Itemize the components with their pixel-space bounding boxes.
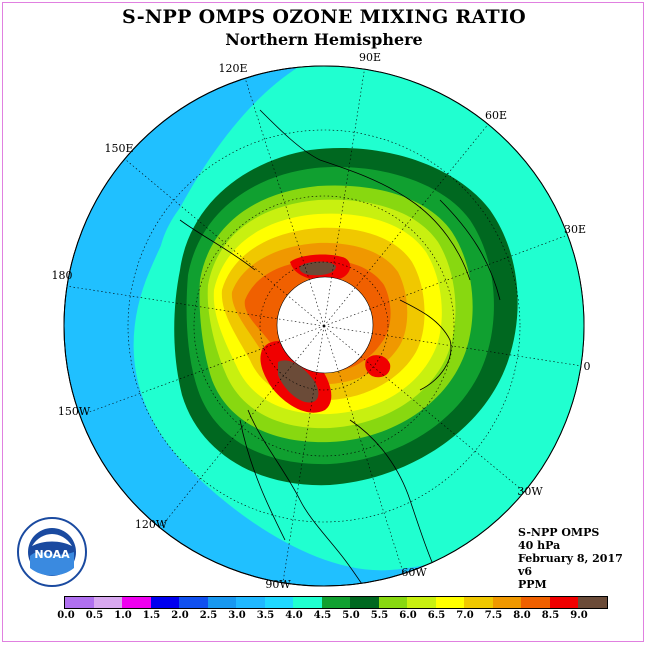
colorbar-swatch	[435, 597, 464, 608]
colorbar-tick-label: 3.0	[228, 610, 246, 621]
info-instrument: S-NPP OMPS	[518, 526, 600, 539]
map-title: S-NPP OMPS OZONE MIXING RATIO	[121, 6, 527, 28]
logo-text: NOAA	[34, 548, 70, 561]
colorbar-tick-label: 1.5	[142, 610, 161, 621]
colorbar-swatch	[350, 597, 379, 608]
colorbar-swatch	[578, 597, 607, 608]
colorbar-swatch	[264, 597, 293, 608]
graticule	[65, 66, 583, 583]
colorbar-tick-label: 6.0	[399, 610, 417, 621]
ozone-field	[65, 66, 584, 586]
noaa-logo: NOAA	[17, 517, 87, 587]
colorbar-tick-label: 8.5	[541, 610, 560, 621]
colorbar-swatch	[93, 597, 122, 608]
info-version: v6	[518, 565, 533, 578]
colorbar-swatch	[378, 597, 407, 608]
colorbar-tick-label: 4.5	[313, 610, 332, 621]
colorbar-tick-label: 7.5	[484, 610, 503, 621]
colorbar-swatch	[65, 597, 94, 608]
image-frame	[2, 2, 644, 642]
colorbar-swatch	[549, 597, 578, 608]
lon-label-60w: 60W	[401, 566, 427, 579]
info-units: PPM	[518, 578, 547, 591]
colorbar-swatch	[150, 597, 179, 608]
info-block: S-NPP OMPS 40 hPa February 8, 2017 v6 PP…	[518, 526, 623, 591]
colorbar-swatch	[207, 597, 236, 608]
info-level: 40 hPa	[518, 539, 561, 552]
lon-label-180: 180	[52, 269, 73, 282]
colorbar-swatch	[521, 597, 550, 608]
colorbar-ticks: 0.0 0.5 1.0 1.5 2.0 2.5 3.0 3.5 4.0 4.5 5.0 5.5 6.0 6…	[56, 610, 604, 624]
colorbar-swatch	[407, 597, 436, 608]
lon-label-120e: 120E	[218, 62, 247, 75]
colorbar-tick-label: 4.0	[285, 610, 303, 621]
colorbar-swatch	[492, 597, 521, 608]
lon-label-90w: 90W	[265, 578, 291, 591]
colorbar-tick-label: 0.5	[85, 610, 104, 621]
colorbar-swatch	[179, 597, 208, 608]
map-subtitle: Northern Hemisphere	[225, 30, 423, 49]
lon-label-30e: 30E	[564, 223, 586, 236]
lon-label-60e: 60E	[485, 109, 507, 122]
lon-label-30w: 30W	[517, 485, 543, 498]
colorbar-tick-label: 1.0	[114, 610, 132, 621]
info-date: February 8, 2017	[518, 552, 623, 565]
lon-label-120w: 120W	[135, 518, 168, 531]
colorbar-swatch	[464, 597, 493, 608]
colorbar-swatch	[122, 597, 151, 608]
colorbar-swatch	[236, 597, 265, 608]
coastlines	[179, 109, 501, 586]
colorbar-tick-label: 8.0	[513, 610, 531, 621]
colorbar-tick-label: 7.0	[456, 610, 474, 621]
colorbar-tick-label: 2.5	[199, 610, 218, 621]
lon-label-90e: 90E	[359, 51, 381, 64]
lon-label-150w: 150W	[58, 405, 91, 418]
colorbar	[64, 596, 608, 609]
colorbar-tick-label: 2.0	[171, 610, 189, 621]
colorbar-tick-label: 5.5	[370, 610, 389, 621]
colorbar-tick-label: 9.0	[570, 610, 588, 621]
colorbar-swatch	[321, 597, 350, 608]
colorbar-tick-label: 5.0	[342, 610, 360, 621]
colorbar-tick-label: 0.0	[57, 610, 75, 621]
lon-label-0: 0	[584, 360, 591, 373]
colorbar-tick-label: 3.5	[256, 610, 275, 621]
colorbar-swatch	[293, 597, 322, 608]
lon-label-150e: 150E	[104, 142, 133, 155]
colorbar-tick-label: 6.5	[427, 610, 446, 621]
